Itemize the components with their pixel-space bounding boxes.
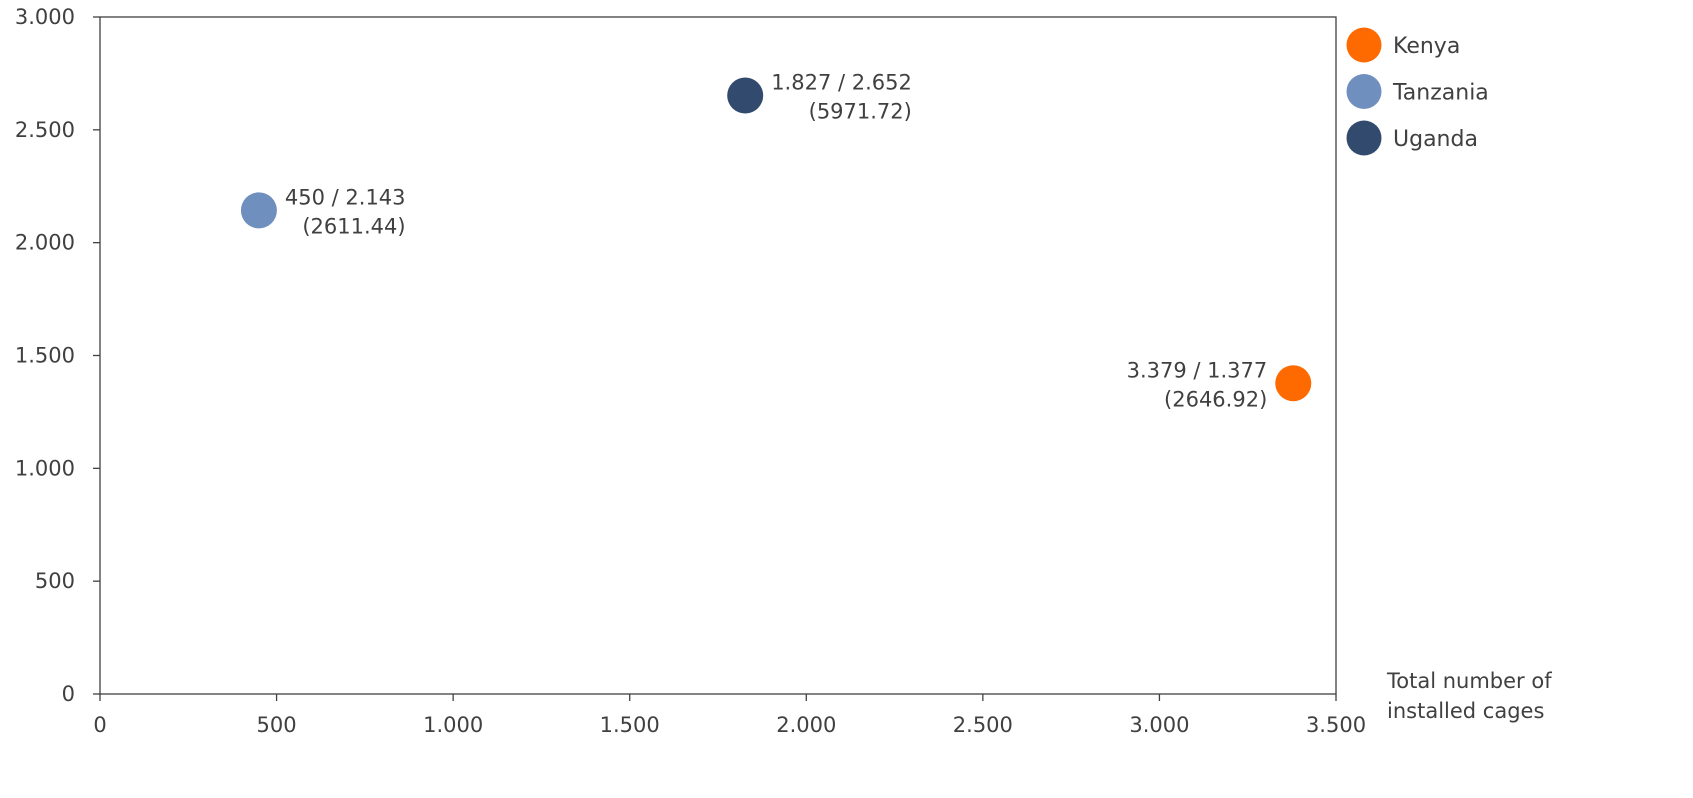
legend-marker-uganda — [1346, 120, 1382, 156]
plot-area-frame — [99, 16, 1337, 695]
y-tick-label: 2.500 — [15, 118, 75, 142]
x-axis-title-line-1: Total number of — [1386, 669, 1552, 693]
data-label-kenya-values: 3.379 / 1.377 — [1127, 358, 1268, 382]
x-axis-title-line-2: installed cages — [1387, 699, 1544, 723]
x-tick-label: 3.500 — [1306, 713, 1366, 737]
data-label-uganda-values: 1.827 / 2.652 — [771, 71, 912, 95]
x-tick-label: 2.000 — [776, 713, 836, 737]
data-label-uganda-size: (5971.72) — [809, 100, 912, 124]
data-point-tanzania — [240, 192, 277, 229]
x-tick-label: 1.500 — [600, 713, 660, 737]
legend-marker-tanzania — [1346, 74, 1382, 109]
legend-label-kenya: Kenya — [1393, 34, 1460, 59]
data-point-uganda — [727, 77, 764, 114]
y-tick-label: 1.000 — [15, 456, 75, 480]
y-tick-label: 1.500 — [15, 344, 75, 368]
x-tick-label: 500 — [257, 713, 297, 737]
data-point-kenya — [1275, 365, 1312, 402]
legend: Kenya Tanzania Uganda — [1346, 27, 1489, 156]
legend-label-uganda: Uganda — [1393, 127, 1478, 152]
legend-label-tanzania: Tanzania — [1392, 81, 1489, 106]
axes — [99, 16, 1337, 695]
y-tick-label: 2.000 — [15, 231, 75, 255]
data-label-kenya-size: (2646.92) — [1164, 387, 1267, 411]
x-tick-label: 2.500 — [953, 713, 1013, 737]
data-label-tanzania-values: 450 / 2.143 — [285, 185, 406, 209]
x-tick-label: 3.000 — [1129, 713, 1189, 737]
legend-marker-kenya — [1346, 27, 1382, 63]
x-axis-ticks: 0 500 1.000 1.500 2.000 2.500 3.000 3.500 — [93, 694, 1366, 737]
data-label-tanzania-size: (2611.44) — [302, 214, 405, 238]
y-axis-ticks: 0 500 1.000 1.500 2.000 2.500 3.000 — [15, 5, 100, 706]
y-tick-label: 500 — [35, 569, 75, 593]
y-tick-label: 3.000 — [15, 5, 75, 29]
y-tick-label: 0 — [62, 682, 75, 706]
x-tick-label: 0 — [93, 713, 106, 737]
x-tick-label: 1.000 — [423, 713, 483, 737]
data-points — [240, 77, 1312, 402]
data-labels: 3.379 / 1.377 (2646.92) 450 / 2.143 (2611.4… — [285, 71, 1267, 412]
